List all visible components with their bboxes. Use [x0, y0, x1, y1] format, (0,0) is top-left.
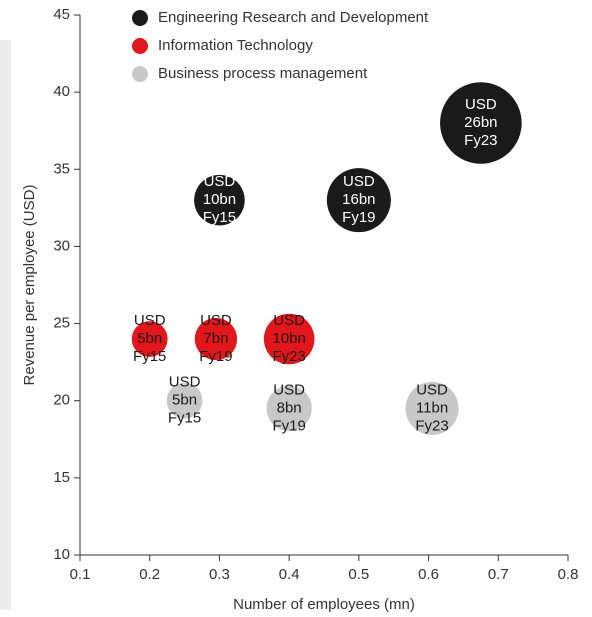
bubble: [131, 321, 168, 357]
y-tick-label: 15: [53, 469, 70, 486]
legend-label: Business process management: [158, 65, 368, 82]
bubble-label: Fy19: [272, 417, 305, 434]
bubble: [266, 385, 312, 432]
x-tick-label: 0.7: [488, 566, 509, 583]
bubble-label: Fy15: [133, 348, 166, 365]
bubble: [326, 168, 391, 233]
legend-label: Engineering Research and Development: [158, 9, 429, 26]
bubble-label: 26bn: [464, 114, 497, 131]
bubble-label: 5bn: [137, 330, 162, 347]
bubble-label: Fy23: [464, 132, 497, 149]
bubble-label: USD: [134, 312, 166, 329]
y-axis-label: Revenue per employee (USD): [21, 185, 38, 386]
bubble-label: USD: [169, 374, 201, 391]
bubble-label: USD: [204, 173, 236, 190]
x-tick-label: 0.1: [70, 566, 91, 583]
bubble-label: USD: [416, 381, 448, 398]
bubble-label: 10bn: [272, 330, 305, 347]
x-tick-label: 0.6: [418, 566, 439, 583]
x-tick-label: 0.4: [279, 566, 300, 583]
bubble-label: USD: [273, 381, 305, 398]
bubble-label: Fy15: [168, 410, 201, 427]
bubble-label: Fy15: [203, 209, 236, 226]
y-tick-label: 40: [53, 83, 70, 100]
y-tick-label: 30: [53, 237, 70, 254]
bubble: [440, 82, 522, 164]
legend-marker: [132, 66, 148, 82]
legend-label: Information Technology: [158, 37, 313, 54]
bubble-label: USD: [200, 312, 232, 329]
bubble-label: USD: [273, 312, 305, 329]
bubble: [166, 382, 203, 419]
x-tick-label: 0.2: [139, 566, 160, 583]
x-axis-label: Number of employees (mn): [233, 596, 415, 613]
side-panel: [0, 40, 11, 610]
y-tick-label: 25: [53, 315, 70, 332]
bubble-label: Fy19: [342, 209, 375, 226]
bubble-label: 10bn: [203, 191, 236, 208]
bubble: [263, 313, 315, 365]
legend-marker: [132, 38, 148, 54]
y-tick-label: 45: [53, 6, 70, 23]
legend-marker: [132, 10, 148, 26]
y-tick-label: 35: [53, 160, 70, 177]
bubble-label: USD: [343, 173, 375, 190]
bubble-label: 5bn: [172, 392, 197, 409]
bubble-label: Fy23: [272, 348, 305, 365]
bubble-label: 16bn: [342, 191, 375, 208]
bubble-label: 7bn: [203, 330, 228, 347]
bubble-label: Fy23: [415, 417, 448, 434]
y-tick-label: 20: [53, 392, 70, 409]
x-tick-label: 0.8: [558, 566, 579, 583]
bubble-label: 11bn: [416, 399, 448, 416]
y-tick-label: 10: [53, 546, 70, 563]
x-tick-label: 0.3: [209, 566, 230, 583]
bubble-label: USD: [465, 96, 497, 113]
bubble: [405, 381, 459, 435]
bubble: [194, 174, 245, 226]
x-tick-label: 0.5: [348, 566, 369, 583]
bubble-label: Fy19: [199, 348, 232, 365]
bubble-label: 8bn: [277, 399, 302, 416]
bubble: [194, 317, 238, 361]
